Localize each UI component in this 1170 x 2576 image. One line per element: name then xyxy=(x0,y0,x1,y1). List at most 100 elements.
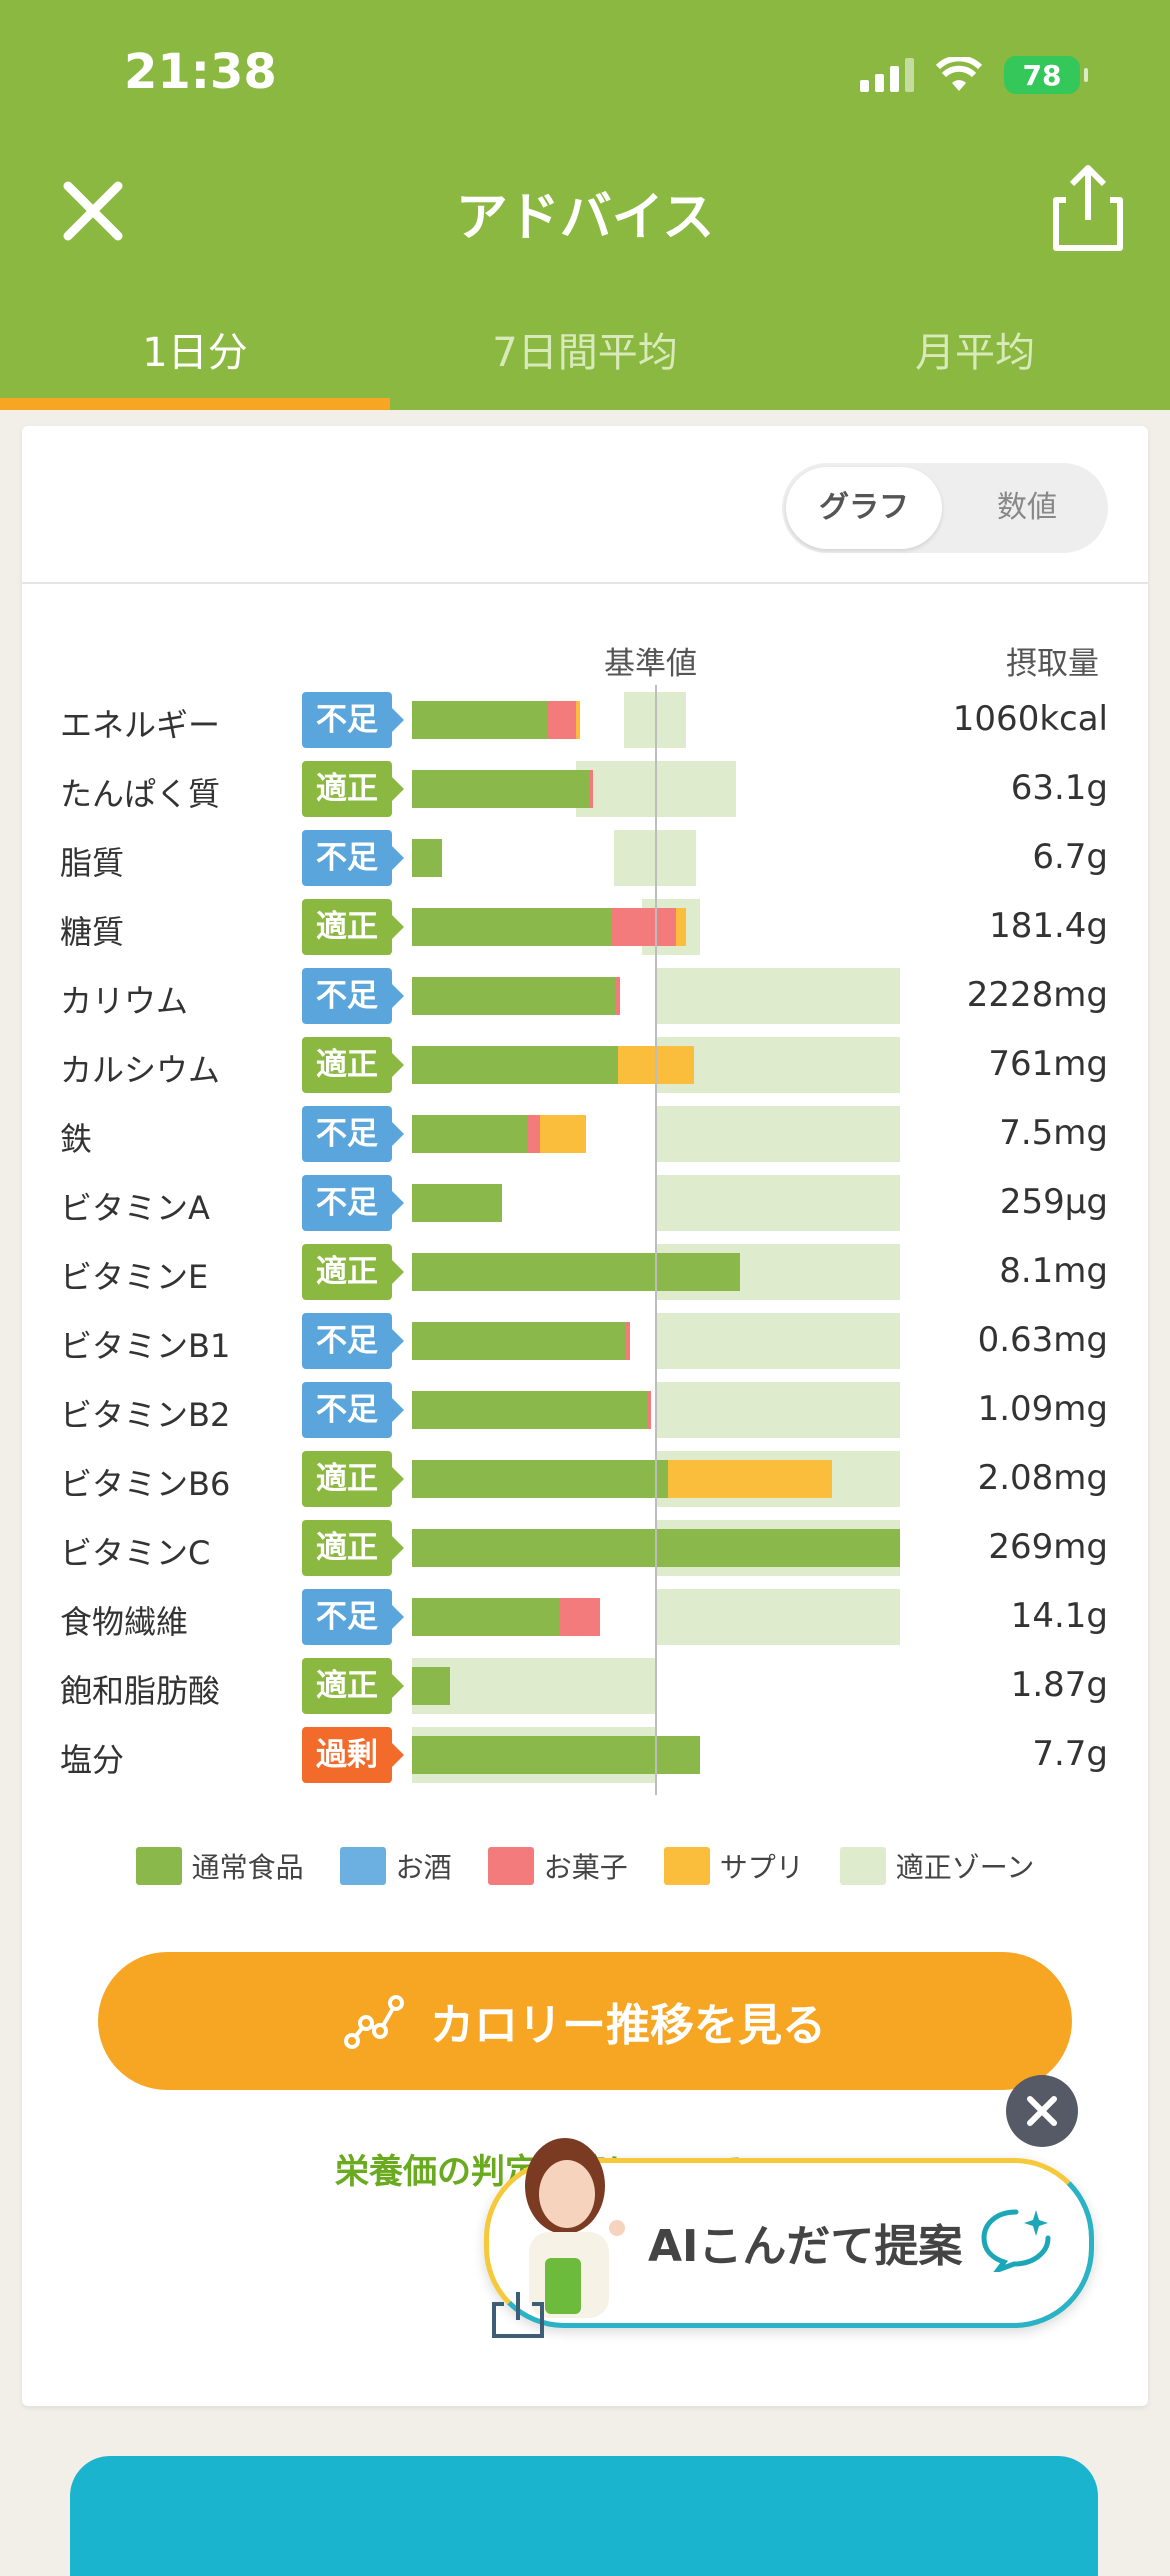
nutrient-name: 飽和脂肪酸 xyxy=(60,1672,221,1710)
period-tabs: 1日分 7日間平均 月平均 xyxy=(0,300,1170,410)
intake-bar-segment xyxy=(590,770,593,808)
legend-item: 通常食品 xyxy=(135,1846,304,1886)
tab-monthly-average[interactable]: 月平均 xyxy=(915,330,1035,376)
bottom-banner[interactable] xyxy=(70,2456,1098,2576)
signal-icon xyxy=(860,58,914,92)
nutrient-name: 脂質 xyxy=(60,844,125,882)
view-toggle[interactable]: グラフ 数値 xyxy=(782,463,1108,553)
nutrient-name: ビタミンB1 xyxy=(60,1327,231,1365)
status-icons: 78 xyxy=(860,56,1088,94)
intake-bar-segment xyxy=(626,1322,630,1360)
optimal-zone xyxy=(656,1382,900,1438)
intake-bar-segment xyxy=(412,701,548,739)
status-badge: 適正 xyxy=(302,1037,404,1093)
divider xyxy=(22,582,1148,584)
intake-bar-segment xyxy=(412,1115,528,1153)
share-icon[interactable] xyxy=(1050,162,1126,252)
legend-item: お菓子 xyxy=(487,1846,628,1886)
status-badge: 適正 xyxy=(302,1244,404,1300)
nutrient-name: ビタミンB6 xyxy=(60,1465,231,1503)
nutrient-name: 糖質 xyxy=(60,913,125,951)
intake-bar-segment xyxy=(412,1598,560,1636)
intake-bar-segment xyxy=(412,839,442,877)
intake-bar-segment xyxy=(668,1460,832,1498)
close-icon xyxy=(1027,2096,1057,2126)
tab-7day-average[interactable]: 7日間平均 xyxy=(492,330,678,376)
intake-bar-segment xyxy=(412,1046,618,1084)
intake-value: 761mg xyxy=(988,1044,1108,1084)
intake-bar-segment xyxy=(648,1391,651,1429)
intake-bar-segment xyxy=(576,701,580,739)
intake-value: 269mg xyxy=(988,1527,1108,1567)
status-badge: 適正 xyxy=(302,1658,404,1714)
ai-suggestion-label: AIこんだて提案 xyxy=(648,2221,963,2272)
legend-swatch xyxy=(135,1847,182,1885)
intake-bar-segment xyxy=(412,1391,648,1429)
intake-bar-segment xyxy=(412,1460,668,1498)
intake-bar-segment xyxy=(412,1253,740,1291)
intake-bar-segment xyxy=(412,908,612,946)
standard-baseline xyxy=(655,685,657,1795)
tab-daily[interactable]: 1日分 xyxy=(0,300,390,410)
export-icon[interactable] xyxy=(490,2290,546,2340)
toggle-numeric[interactable]: 数値 xyxy=(997,490,1057,525)
intake-value: 2.08mg xyxy=(977,1458,1108,1498)
close-icon[interactable] xyxy=(58,176,128,246)
calorie-trend-label: カロリー推移を見る xyxy=(430,2000,826,2051)
status-badge: 不足 xyxy=(302,1382,404,1438)
nutrient-name: カルシウム xyxy=(60,1051,221,1089)
intake-bar-segment xyxy=(616,977,620,1015)
nutrient-name: 食物繊維 xyxy=(60,1603,189,1641)
legend: 通常食品 お酒 お菓子 サプリ 適正ゾーン xyxy=(0,1846,1170,1886)
optimal-zone xyxy=(656,1037,900,1093)
intake-value: 7.7g xyxy=(1032,1734,1108,1774)
intake-bar-segment xyxy=(676,908,686,946)
intake-value: 14.1g xyxy=(1010,1596,1108,1636)
assistant-avatar xyxy=(525,2138,625,2318)
intake-bar-segment xyxy=(560,1598,600,1636)
calorie-trend-button[interactable]: カロリー推移を見る xyxy=(98,1952,1072,2090)
intake-bar-segment xyxy=(412,1322,626,1360)
intake-value: 63.1g xyxy=(1010,768,1108,808)
legend-swatch xyxy=(487,1847,534,1885)
intake-bar-segment xyxy=(548,701,576,739)
intake-value: 1060kcal xyxy=(952,699,1108,739)
nutrient-name: たんぱく質 xyxy=(60,775,221,813)
status-badge: 適正 xyxy=(302,1451,404,1507)
intake-value: 7.5mg xyxy=(999,1113,1108,1153)
legend-item: サプリ xyxy=(663,1846,804,1886)
intake-value: 8.1mg xyxy=(999,1251,1108,1291)
optimal-zone xyxy=(656,1313,900,1369)
header xyxy=(0,0,1170,410)
status-badge: 不足 xyxy=(302,830,404,886)
intake-value: 1.09mg xyxy=(977,1389,1108,1429)
status-time: 21:38 xyxy=(124,44,277,100)
optimal-zone xyxy=(656,1106,900,1162)
legend-swatch xyxy=(663,1847,710,1885)
intake-column-header: 摂取量 xyxy=(1006,646,1099,682)
trend-chart-icon xyxy=(344,1995,404,2049)
legend-label: 通常食品 xyxy=(191,1851,304,1884)
legend-label: お酒 xyxy=(395,1851,452,1884)
intake-bar-segment xyxy=(412,977,616,1015)
battery-icon: 78 xyxy=(1004,56,1088,94)
legend-swatch xyxy=(339,1847,386,1885)
intake-bar-segment xyxy=(412,770,590,808)
wifi-icon xyxy=(936,57,982,91)
intake-bar-segment xyxy=(412,1667,450,1705)
intake-value: 1.87g xyxy=(1010,1665,1108,1705)
nutrient-name: エネルギー xyxy=(60,706,221,744)
nutrient-name: ビタミンB2 xyxy=(60,1396,231,1434)
nutrient-name: 塩分 xyxy=(60,1741,125,1779)
status-badge: 不足 xyxy=(302,1106,404,1162)
status-badge: 過剰 xyxy=(302,1727,404,1783)
intake-value: 2228mg xyxy=(966,975,1108,1015)
status-badge: 不足 xyxy=(302,1175,404,1231)
nutrient-name: ビタミンA xyxy=(60,1189,210,1227)
nutrient-name: カリウム xyxy=(60,982,189,1020)
page-title: アドバイス xyxy=(455,188,715,248)
status-badge: 不足 xyxy=(302,968,404,1024)
toggle-graph[interactable]: グラフ xyxy=(786,467,942,549)
ai-close-button[interactable] xyxy=(1006,2075,1078,2147)
optimal-zone xyxy=(656,968,900,1024)
